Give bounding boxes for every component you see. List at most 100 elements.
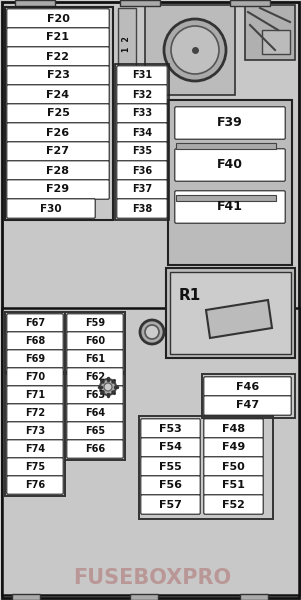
FancyBboxPatch shape bbox=[67, 332, 123, 350]
Text: F48: F48 bbox=[222, 424, 245, 433]
Text: F40: F40 bbox=[217, 158, 243, 172]
Text: F64: F64 bbox=[85, 408, 105, 418]
FancyBboxPatch shape bbox=[141, 419, 200, 438]
Text: F20: F20 bbox=[47, 13, 70, 23]
Text: F68: F68 bbox=[25, 336, 45, 346]
Bar bbox=[118, 8, 136, 78]
FancyBboxPatch shape bbox=[204, 495, 263, 514]
Text: 1  2: 1 2 bbox=[123, 36, 132, 52]
FancyBboxPatch shape bbox=[7, 314, 63, 332]
FancyBboxPatch shape bbox=[204, 457, 263, 476]
Bar bbox=[145, 5, 235, 95]
Text: F61: F61 bbox=[85, 354, 105, 364]
FancyBboxPatch shape bbox=[141, 457, 200, 476]
Bar bbox=[2, 308, 299, 595]
FancyBboxPatch shape bbox=[67, 350, 123, 368]
Text: F22: F22 bbox=[46, 52, 70, 61]
FancyBboxPatch shape bbox=[204, 476, 263, 495]
FancyBboxPatch shape bbox=[67, 386, 123, 404]
Text: F26: F26 bbox=[46, 127, 70, 137]
Text: F52: F52 bbox=[222, 499, 245, 509]
FancyBboxPatch shape bbox=[117, 85, 167, 104]
FancyBboxPatch shape bbox=[7, 440, 63, 458]
FancyBboxPatch shape bbox=[175, 149, 285, 181]
Bar bbox=[115, 64, 169, 220]
Bar bbox=[5, 312, 125, 372]
Ellipse shape bbox=[100, 379, 116, 395]
Bar bbox=[170, 272, 291, 354]
FancyBboxPatch shape bbox=[175, 191, 285, 223]
Text: F28: F28 bbox=[46, 166, 70, 175]
Text: F35: F35 bbox=[132, 146, 152, 157]
Bar bbox=[176, 143, 276, 149]
FancyBboxPatch shape bbox=[7, 458, 63, 476]
FancyBboxPatch shape bbox=[141, 438, 200, 457]
FancyBboxPatch shape bbox=[175, 107, 285, 139]
FancyBboxPatch shape bbox=[7, 123, 109, 142]
Ellipse shape bbox=[140, 320, 164, 344]
FancyBboxPatch shape bbox=[7, 9, 109, 28]
Bar bbox=[130, 594, 158, 600]
Text: R1: R1 bbox=[179, 289, 201, 304]
FancyBboxPatch shape bbox=[7, 47, 109, 66]
Text: F59: F59 bbox=[85, 318, 105, 328]
FancyBboxPatch shape bbox=[204, 438, 263, 457]
Ellipse shape bbox=[104, 383, 112, 391]
Bar bbox=[65, 312, 125, 460]
Bar bbox=[240, 594, 268, 600]
FancyBboxPatch shape bbox=[67, 314, 123, 332]
FancyBboxPatch shape bbox=[7, 199, 95, 218]
FancyBboxPatch shape bbox=[141, 476, 200, 495]
Text: F76: F76 bbox=[25, 480, 45, 490]
Polygon shape bbox=[206, 300, 272, 338]
FancyBboxPatch shape bbox=[204, 396, 291, 415]
FancyBboxPatch shape bbox=[204, 419, 263, 438]
FancyBboxPatch shape bbox=[141, 495, 200, 514]
Bar bbox=[168, 100, 292, 265]
Ellipse shape bbox=[171, 26, 219, 74]
Text: F33: F33 bbox=[132, 109, 152, 118]
Text: F70: F70 bbox=[25, 372, 45, 382]
Text: F29: F29 bbox=[46, 185, 70, 194]
Text: F47: F47 bbox=[236, 401, 259, 410]
Bar bbox=[176, 195, 276, 201]
FancyBboxPatch shape bbox=[117, 123, 167, 142]
Text: F23: F23 bbox=[47, 70, 70, 80]
Text: F34: F34 bbox=[132, 127, 152, 137]
Text: F38: F38 bbox=[132, 203, 152, 214]
Bar bbox=[120, 0, 160, 6]
Text: F67: F67 bbox=[25, 318, 45, 328]
Text: F74: F74 bbox=[25, 444, 45, 454]
Text: F21: F21 bbox=[46, 32, 70, 43]
FancyBboxPatch shape bbox=[7, 180, 109, 199]
Ellipse shape bbox=[164, 19, 226, 81]
FancyBboxPatch shape bbox=[117, 199, 167, 218]
FancyBboxPatch shape bbox=[7, 476, 63, 494]
FancyBboxPatch shape bbox=[7, 368, 63, 386]
Text: FUSEBOXPRO: FUSEBOXPRO bbox=[73, 568, 231, 588]
Bar bbox=[245, 5, 295, 60]
Text: F51: F51 bbox=[222, 481, 245, 491]
FancyBboxPatch shape bbox=[7, 142, 109, 161]
Text: F27: F27 bbox=[46, 146, 70, 157]
Text: F65: F65 bbox=[85, 426, 105, 436]
Text: F69: F69 bbox=[25, 354, 45, 364]
Text: F63: F63 bbox=[85, 390, 105, 400]
Text: F62: F62 bbox=[85, 372, 105, 382]
Text: F49: F49 bbox=[222, 443, 245, 452]
FancyBboxPatch shape bbox=[117, 66, 167, 85]
Text: F50: F50 bbox=[222, 461, 245, 472]
FancyBboxPatch shape bbox=[67, 422, 123, 440]
FancyBboxPatch shape bbox=[7, 404, 63, 422]
FancyBboxPatch shape bbox=[7, 66, 109, 85]
Text: F75: F75 bbox=[25, 462, 45, 472]
Text: F31: F31 bbox=[132, 70, 152, 80]
FancyBboxPatch shape bbox=[7, 386, 63, 404]
Bar bbox=[139, 416, 273, 519]
FancyBboxPatch shape bbox=[67, 404, 123, 422]
Bar bbox=[202, 374, 295, 418]
Text: F57: F57 bbox=[159, 499, 182, 509]
FancyBboxPatch shape bbox=[7, 350, 63, 368]
Text: F55: F55 bbox=[159, 461, 182, 472]
Text: F54: F54 bbox=[159, 443, 182, 452]
